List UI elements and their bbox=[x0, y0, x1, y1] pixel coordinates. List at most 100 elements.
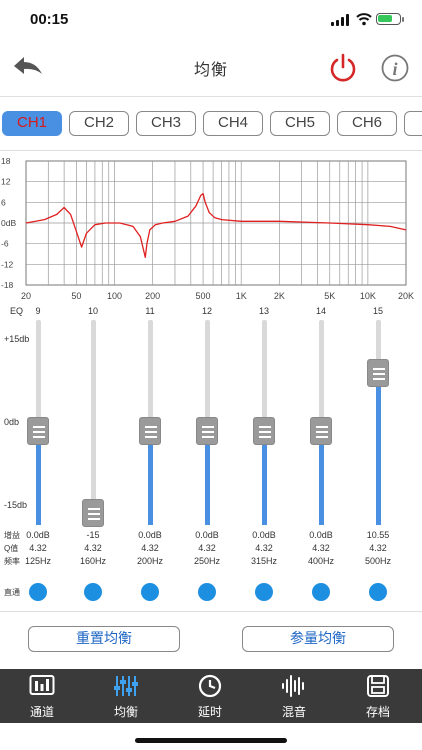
gain-row-label: 增益 bbox=[4, 531, 20, 540]
tab-mixer-label: 混音 bbox=[281, 705, 306, 719]
waveform-icon bbox=[282, 675, 304, 697]
page-title: 均衡 bbox=[193, 62, 228, 79]
eq-curve bbox=[25, 193, 407, 259]
band-gain-value: 0.0dB bbox=[195, 530, 219, 540]
status-time: 00:15 bbox=[30, 11, 69, 28]
band-gain-value: 0.0dB bbox=[138, 530, 162, 540]
bypass-toggle[interactable] bbox=[255, 583, 273, 601]
x-tick-label: 20K bbox=[398, 291, 414, 301]
slider-knob[interactable] bbox=[82, 499, 104, 527]
tab-equalizer[interactable]: 均衡 bbox=[96, 669, 156, 723]
slider-knob[interactable] bbox=[139, 417, 161, 445]
band-q-value: 4.32 bbox=[141, 543, 159, 553]
slider-fill bbox=[204, 431, 210, 525]
parametric-eq-button[interactable]: 参量均衡 bbox=[242, 626, 394, 652]
bypass-toggle[interactable] bbox=[84, 583, 102, 601]
band-gain-value: 10.55 bbox=[366, 530, 390, 540]
x-tick-label: 100 bbox=[107, 291, 122, 301]
reset-eq-button[interactable]: 重置均衡 bbox=[28, 626, 180, 652]
band-freq-value: 500Hz bbox=[364, 556, 391, 566]
band-freq-value: 250Hz bbox=[193, 556, 220, 566]
channel-icon bbox=[29, 675, 55, 695]
tab-ch3[interactable]: CH3 bbox=[136, 111, 196, 136]
tab-ch7-partial[interactable] bbox=[404, 111, 422, 136]
power-icon[interactable] bbox=[328, 53, 358, 83]
band-q-value: 4.32 bbox=[255, 543, 273, 553]
q-row-label: Q值 bbox=[4, 544, 19, 553]
x-tick-label: 20 bbox=[21, 291, 31, 301]
slider-fill bbox=[261, 431, 267, 525]
band-number: 14 bbox=[315, 306, 326, 316]
tab-channel[interactable]: 通道 bbox=[12, 669, 72, 723]
band-q-value: 4.32 bbox=[84, 543, 102, 553]
band-number: 13 bbox=[258, 306, 269, 316]
y-tick-label: 12 bbox=[1, 177, 11, 187]
bypass-toggle[interactable] bbox=[141, 583, 159, 601]
tab-archive[interactable]: 存档 bbox=[348, 669, 408, 723]
band-q-value: 4.32 bbox=[29, 543, 47, 553]
band-freq-value: 400Hz bbox=[307, 556, 334, 566]
x-tick-label: 500 bbox=[196, 291, 211, 301]
info-icon[interactable]: i bbox=[381, 54, 409, 82]
tab-ch6[interactable]: CH6 bbox=[337, 111, 397, 136]
slider-knob[interactable] bbox=[196, 417, 218, 445]
tab-ch1[interactable]: CH1 bbox=[2, 111, 62, 136]
battery-icon bbox=[376, 13, 401, 25]
band-q-value: 4.32 bbox=[312, 543, 330, 553]
y-tick-label: 0dB bbox=[1, 218, 16, 228]
x-tick-label: 5K bbox=[324, 291, 335, 301]
bottom-tab-bar: 通道 均衡 延时 混音 存档 bbox=[0, 669, 422, 723]
save-icon bbox=[367, 675, 389, 697]
tab-ch4[interactable]: CH4 bbox=[203, 111, 263, 136]
slider-knob[interactable] bbox=[310, 417, 332, 445]
band-freq-value: 200Hz bbox=[136, 556, 163, 566]
band-number: 15 bbox=[372, 306, 383, 316]
slider-fill bbox=[147, 431, 153, 525]
battery-tip bbox=[402, 17, 404, 22]
x-tick-label: 200 bbox=[145, 291, 160, 301]
tab-delay[interactable]: 延时 bbox=[180, 669, 240, 723]
slider-fill bbox=[318, 431, 324, 525]
band-number: 10 bbox=[87, 306, 98, 316]
tab-ch2[interactable]: CH2 bbox=[69, 111, 129, 136]
bypass-row-label: 直通 bbox=[4, 588, 20, 597]
band-number: 12 bbox=[201, 306, 212, 316]
band-gain-value: 0.0dB bbox=[252, 530, 276, 540]
band-gain-value: 0.0dB bbox=[309, 530, 333, 540]
band-q-value: 4.32 bbox=[369, 543, 387, 553]
y-tick-label: -18 bbox=[1, 280, 14, 290]
band-freq-value: 125Hz bbox=[24, 556, 51, 566]
tab-mixer[interactable]: 混音 bbox=[264, 669, 324, 723]
bypass-toggle[interactable] bbox=[29, 583, 47, 601]
tab-ch5[interactable]: CH5 bbox=[270, 111, 330, 136]
back-arrow-icon[interactable] bbox=[10, 52, 46, 80]
slider-knob[interactable] bbox=[367, 359, 389, 388]
y-tick-label: 6 bbox=[1, 197, 6, 207]
y-tick-label: -12 bbox=[1, 259, 14, 269]
band-number: 11 bbox=[145, 306, 155, 316]
band-gain-value: 0.0dB bbox=[26, 530, 50, 540]
slider-min-label: -15db bbox=[4, 500, 28, 510]
divider bbox=[0, 611, 422, 612]
bypass-toggle[interactable] bbox=[312, 583, 330, 601]
slider-fill bbox=[35, 431, 41, 525]
status-bar: 00:15 bbox=[0, 0, 422, 40]
x-tick-label: 10K bbox=[360, 291, 376, 301]
divider bbox=[0, 150, 422, 151]
bypass-toggle[interactable] bbox=[198, 583, 216, 601]
slider-track[interactable] bbox=[90, 320, 96, 525]
tab-archive-label: 存档 bbox=[365, 705, 390, 719]
bypass-toggle[interactable] bbox=[369, 583, 387, 601]
tab-equalizer-label: 均衡 bbox=[113, 705, 138, 719]
home-indicator bbox=[135, 738, 287, 743]
slider-knob[interactable] bbox=[253, 417, 275, 445]
x-tick-label: 50 bbox=[71, 291, 81, 301]
x-tick-label: 1K bbox=[236, 291, 247, 301]
slider-max-label: +15db bbox=[4, 334, 30, 344]
slider-knob[interactable] bbox=[27, 417, 49, 445]
slider-fill bbox=[375, 373, 381, 525]
y-tick-label: -6 bbox=[1, 239, 9, 249]
equalizer-icon bbox=[114, 676, 138, 696]
eq-label: EQ bbox=[10, 306, 24, 316]
signal-icon bbox=[331, 14, 351, 26]
